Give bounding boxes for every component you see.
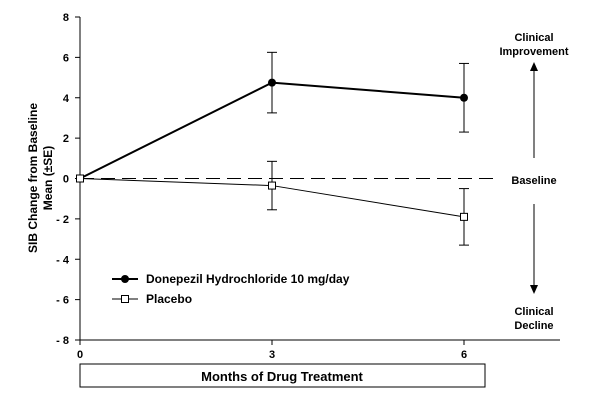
y-axis-title-line1: SIB Change from Baseline: [26, 103, 40, 253]
x-axis-title-box: [79, 363, 486, 388]
y-tick-label: - 8: [56, 335, 69, 347]
x-axis-title: Months of Drug Treatment: [201, 369, 363, 384]
y-tick-label: - 2: [56, 214, 69, 226]
placebo-point: [460, 212, 468, 221]
y-tick-label: 4: [63, 93, 70, 105]
y-ticks: 8 6 4 2 0 - 2 - 4 - 6 - 8: [56, 12, 80, 347]
placebo-point: [76, 174, 84, 183]
arrow-up-head: [530, 62, 538, 71]
annotation-top-line2: Improvement: [499, 46, 568, 58]
legend-label-donepezil: Donepezil Hydrochloride 10 mg/day: [146, 272, 350, 286]
x-tick-label: 0: [77, 349, 83, 361]
y-tick-label: 6: [63, 52, 69, 64]
x-tick-label: 6: [461, 349, 467, 361]
annotation-bottom-line1: Clinical: [514, 306, 553, 318]
donepezil-point: [460, 93, 468, 102]
legend-marker-donepezil: [121, 275, 129, 283]
legend-label-placebo: Placebo: [146, 292, 192, 306]
annotation-bottom-line2: Decline: [514, 320, 553, 332]
arrow-down-head: [530, 285, 538, 294]
annotation-top-line1: Clinical: [514, 32, 553, 44]
x-tick-label: 3: [269, 349, 275, 361]
placebo-point: [268, 181, 276, 190]
y-tick-label: - 6: [56, 295, 69, 307]
y-tick-label: 8: [63, 12, 69, 24]
donepezil-point: [268, 78, 276, 87]
y-axis-title-line2: Mean (±SE): [41, 146, 55, 211]
legend: Donepezil Hydrochloride 10 mg/day Placeb…: [112, 272, 350, 306]
x-ticks: 0 3 6: [77, 340, 467, 361]
y-tick-label: - 4: [56, 254, 70, 266]
legend-marker-placebo: [121, 295, 129, 303]
baseline-label: Baseline: [511, 175, 556, 187]
y-tick-label: 2: [63, 133, 69, 145]
series-layer: [76, 51, 469, 246]
y-tick-label: 0: [63, 174, 69, 186]
